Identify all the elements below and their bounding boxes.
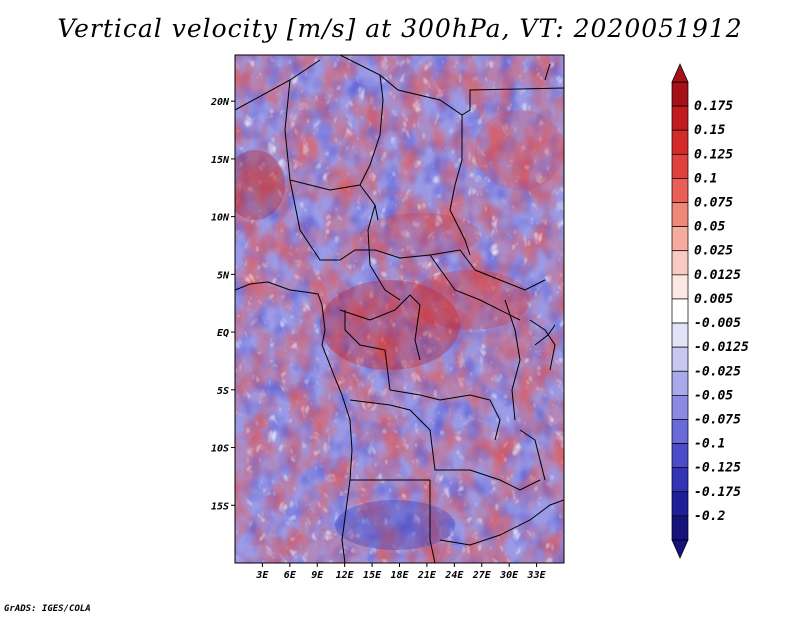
colorbar-swatch (671, 274, 689, 300)
colorbar-swatch (671, 515, 689, 541)
y-tick-label: 5N (217, 270, 230, 281)
y-tick-label: 15N (211, 155, 230, 166)
colorbar-swatch (671, 443, 689, 469)
colorbar-swatch (671, 467, 689, 493)
x-tick-label: 27E (472, 570, 492, 581)
grads-credit: GrADS: IGES/COLA (4, 604, 91, 614)
y-tick-label: 5S (217, 386, 229, 397)
colorbar-swatch (671, 370, 689, 396)
longitude-axis: 3E 6E 9E 12E 15E 18E 21E 24E 27E 30E 33E (255, 563, 547, 581)
colorbar-label: 0.05 (694, 220, 725, 235)
x-tick-label: 30E (499, 570, 519, 581)
colorbar-label: -0.0125 (694, 340, 749, 355)
colorbar-label: 0.15 (694, 123, 725, 138)
colorbar-label: -0.005 (694, 316, 741, 331)
colorbar-min-arrow (671, 539, 689, 559)
x-tick-label: 12E (336, 570, 355, 581)
colorbar-swatch (671, 346, 689, 372)
x-tick-label: 18E (390, 570, 409, 581)
colorbar-swatch (671, 202, 689, 227)
colorbar-swatch (671, 395, 689, 420)
colorbar-label: 0.025 (694, 244, 733, 259)
colorbar-swatch (671, 491, 689, 517)
colorbar-swatch (671, 129, 689, 155)
y-tick-label: 10S (211, 444, 229, 455)
colorbar-swatch (671, 153, 689, 179)
colorbar-label: -0.025 (694, 364, 741, 379)
x-tick-label: 15E (363, 570, 382, 581)
vertical-velocity-field (235, 55, 564, 563)
colorbar-swatch (671, 419, 689, 444)
colorbar-swatch (671, 105, 689, 131)
y-tick-label: 20N (210, 97, 230, 108)
colorbar-swatch (671, 81, 689, 107)
colorbar-label: 0.005 (694, 292, 733, 307)
colorbar-label: -0.05 (694, 388, 733, 403)
x-tick-label: 33E (527, 570, 547, 581)
colorbar-label: -0.2 (694, 509, 725, 524)
x-tick-label: 6E (284, 570, 297, 581)
colorbar-max-arrow (671, 63, 689, 83)
colorbar-label: 0.175 (694, 99, 733, 114)
colorbar-label: -0.125 (694, 461, 741, 476)
latitude-axis: 20N 15N 10N 5N EQ 5S 10S 15S (210, 97, 235, 512)
colorbar-swatch (671, 226, 689, 252)
colorbar: 0.175 0.15 0.125 0.1 0.075 0.05 0.025 0.0125 0.0… (671, 63, 749, 559)
x-tick-label: 21E (417, 570, 437, 581)
y-tick-label: 15S (211, 501, 229, 512)
colorbar-label: -0.175 (694, 485, 741, 500)
colorbar-swatch (671, 178, 689, 203)
colorbar-label: 0.0125 (694, 268, 741, 283)
colorbar-swatch (671, 322, 689, 348)
map-title: Vertical velocity [m/s] at 300hPa, VT: 2… (57, 14, 743, 43)
x-tick-label: 9E (311, 570, 324, 581)
y-tick-label: 10N (211, 213, 230, 224)
colorbar-swatch (671, 250, 689, 276)
colorbar-label: -0.1 (694, 437, 725, 452)
colorbar-label: -0.075 (694, 412, 741, 427)
colorbar-label: 0.075 (694, 196, 733, 211)
colorbar-label: 0.125 (694, 147, 733, 162)
x-tick-label: 24E (444, 570, 464, 581)
colorbar-label: 0.1 (694, 171, 717, 186)
country-borders (235, 55, 564, 563)
colorbar-swatch (671, 298, 689, 324)
x-tick-label: 3E (255, 570, 269, 581)
y-tick-label: EQ (217, 328, 229, 339)
